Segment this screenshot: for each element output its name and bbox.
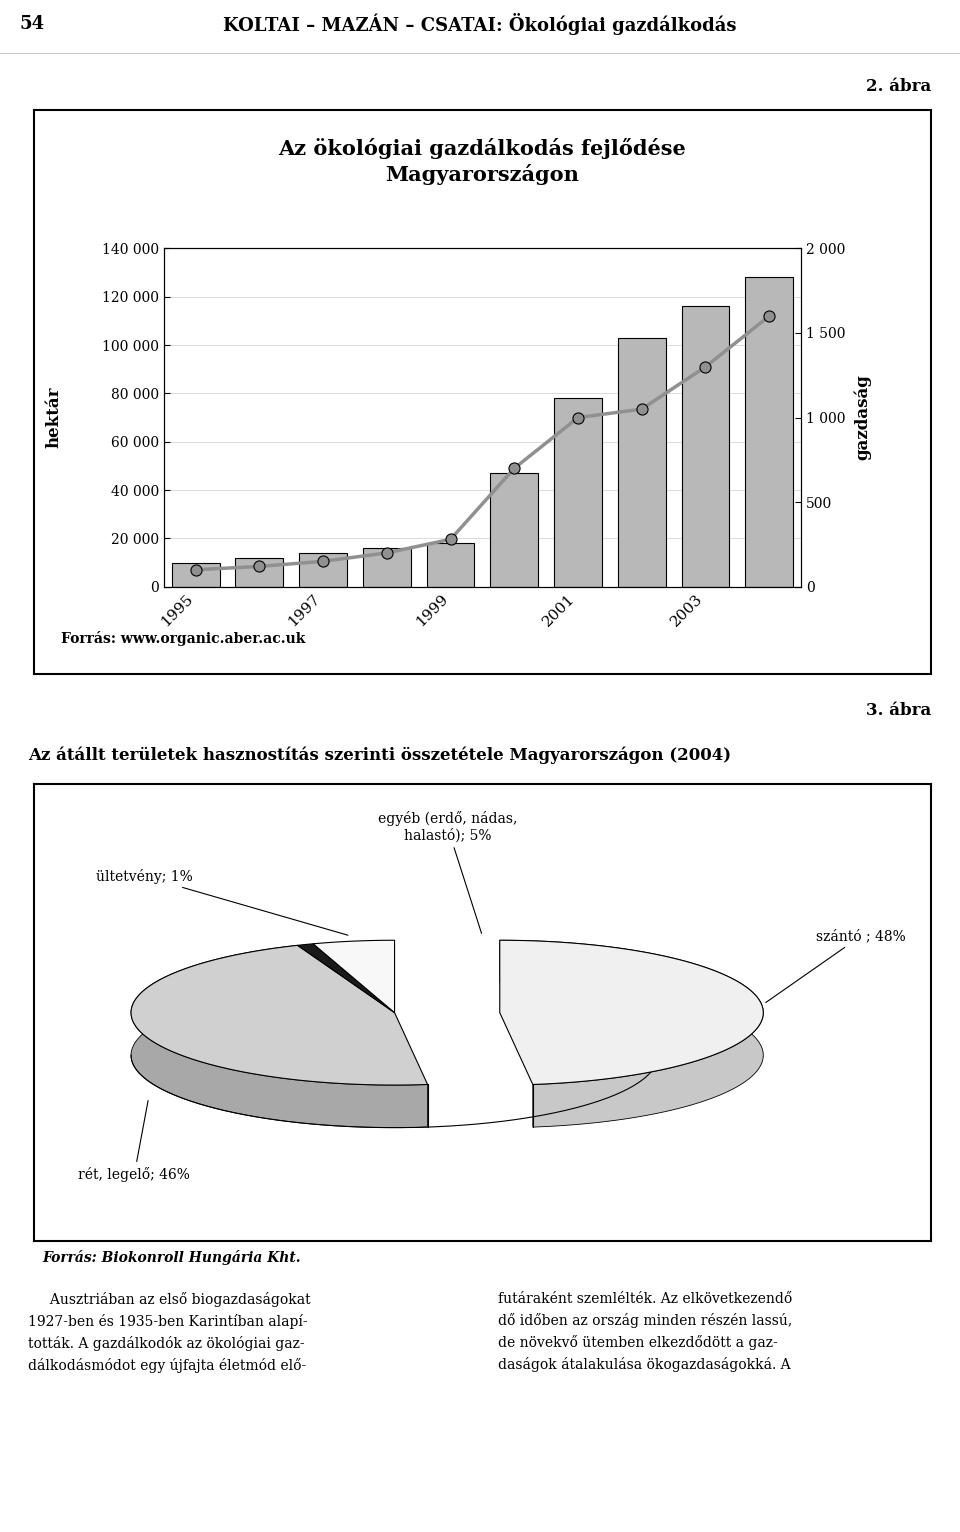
Polygon shape (500, 941, 763, 1085)
Text: 3. ábra: 3. ábra (866, 702, 931, 719)
Text: Forrás: www.organic.aber.ac.uk: Forrás: www.organic.aber.ac.uk (60, 631, 305, 647)
Text: rét, legelő; 46%: rét, legelő; 46% (79, 1100, 190, 1183)
Polygon shape (298, 944, 395, 1013)
Bar (491, 473, 539, 587)
Text: szántó ; 48%: szántó ; 48% (766, 928, 906, 1002)
Text: 54: 54 (19, 15, 44, 34)
Polygon shape (132, 945, 427, 1085)
Bar (682, 306, 730, 587)
Text: gazdaság: gazdaság (853, 375, 872, 461)
Bar (618, 339, 665, 587)
Polygon shape (313, 941, 395, 1013)
Polygon shape (500, 941, 763, 1128)
Text: Ausztriában az első biogazdaságokat
1927-ben és 1935-ben Karintíban alapí-
tottá: Ausztriában az első biogazdaságokat 1927… (29, 1291, 311, 1373)
Bar (426, 544, 474, 587)
Text: hektár: hektár (45, 386, 62, 449)
Text: ültetvény; 1%: ültetvény; 1% (96, 869, 348, 935)
Polygon shape (132, 945, 427, 1128)
Text: Forrás: Biokonroll Hungária Kht.: Forrás: Biokonroll Hungária Kht. (42, 1250, 301, 1265)
Text: egyéb (erdő, nádas,
halastó); 5%: egyéb (erdő, nádas, halastó); 5% (377, 810, 516, 933)
Text: Az átállt területek hasznostítás szerinti összetétele Magyarországon (2004): Az átállt területek hasznostítás szerint… (29, 746, 732, 764)
Text: 2. ábra: 2. ábra (866, 78, 931, 95)
Text: Az ökológiai gazdálkodás fejlődése
Magyarországon: Az ökológiai gazdálkodás fejlődése Magya… (278, 138, 686, 185)
Bar (300, 553, 347, 587)
Text: futáraként szemlélték. Az elkövetkezendő
dő időben az ország minden részén lassú: futáraként szemlélték. Az elkövetkezendő… (498, 1291, 793, 1373)
Bar (172, 562, 220, 587)
Bar (745, 277, 793, 587)
Bar (235, 558, 283, 587)
Bar (363, 548, 411, 587)
Text: KOLTAI – MAZÁN – CSATAI: Ökológiai gazdálkodás: KOLTAI – MAZÁN – CSATAI: Ökológiai gazdá… (224, 14, 736, 35)
Bar (554, 398, 602, 587)
